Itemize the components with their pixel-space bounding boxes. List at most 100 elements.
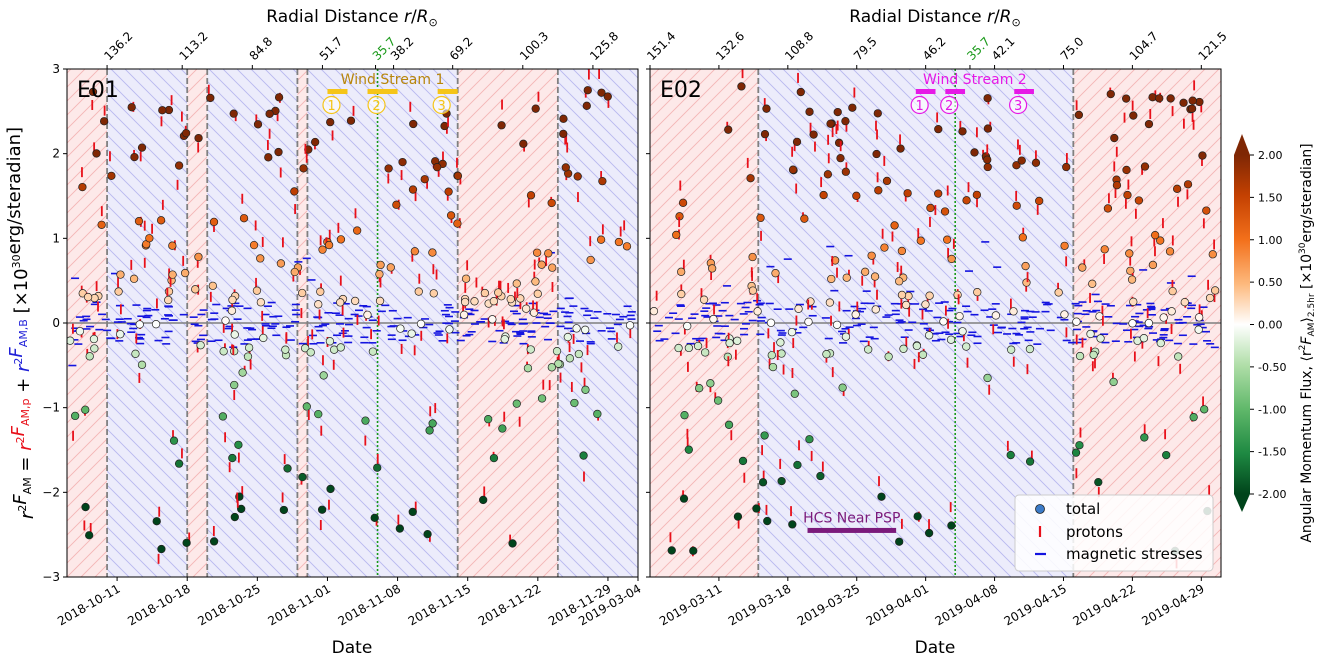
total-point: [234, 440, 243, 450]
total-point: [1128, 319, 1137, 328]
total-point: [209, 537, 219, 546]
total-point: [758, 478, 768, 487]
hcs-label: HCS Near PSP: [803, 510, 900, 526]
total-point: [934, 189, 943, 198]
total-point: [85, 352, 94, 361]
total-point: [130, 152, 139, 162]
total-point: [1060, 310, 1069, 319]
total-point: [336, 343, 345, 352]
x-axis-label: Date: [332, 638, 373, 658]
total-point: [230, 330, 239, 339]
total-point: [506, 294, 515, 304]
total-point: [1156, 338, 1165, 348]
total-point: [1112, 181, 1122, 190]
total-point: [384, 164, 393, 173]
total-point: [92, 149, 101, 158]
total-point: [281, 345, 290, 354]
total-point: [243, 352, 253, 361]
total-point: [991, 311, 1001, 320]
total-point: [947, 254, 956, 264]
total-point: [1150, 231, 1160, 240]
total-point: [316, 287, 325, 296]
total-point: [283, 464, 292, 473]
y-tick-label: −1: [42, 401, 60, 415]
wind-stream-bar: [327, 89, 348, 94]
total-point: [559, 114, 568, 123]
total-point: [317, 505, 327, 514]
total-point: [479, 495, 488, 505]
total-point: [579, 451, 588, 460]
y-axis-label: r2FAM = r2FAM,p + r2FAM,B [×1030erg/ster…: [4, 127, 38, 519]
total-point: [678, 198, 688, 207]
total-point: [134, 217, 144, 226]
wind-stream-number-circle: [940, 95, 959, 115]
total-point: [940, 207, 950, 216]
total-point: [790, 389, 799, 398]
total-point: [804, 317, 813, 327]
total-point: [416, 319, 426, 328]
total-point: [838, 383, 847, 392]
total-point: [324, 240, 334, 250]
total-point: [962, 342, 971, 351]
total-point: [707, 264, 717, 273]
total-point: [221, 316, 230, 325]
total-point: [582, 101, 591, 110]
colorbar-bottom-arrow: [1234, 494, 1250, 512]
total-point: [973, 287, 982, 297]
total-point: [677, 267, 686, 276]
total-point: [921, 300, 930, 309]
total-point: [90, 344, 99, 353]
wind-stream-number: 2: [945, 99, 953, 114]
total-point: [346, 116, 356, 125]
total-point: [1123, 190, 1132, 200]
total-point: [107, 171, 116, 180]
total-point: [972, 190, 982, 200]
total-point: [596, 235, 606, 244]
total-point: [253, 120, 263, 129]
top-tick-label: 84.8: [247, 34, 276, 63]
total-point: [895, 277, 904, 286]
total-point: [420, 175, 429, 184]
total-point: [983, 162, 992, 172]
total-point: [970, 148, 979, 157]
total-point: [958, 327, 967, 336]
total-point: [816, 471, 825, 481]
total-point: [81, 405, 90, 414]
total-point: [763, 516, 772, 526]
total-point: [760, 129, 770, 139]
total-point: [497, 121, 506, 130]
total-point: [83, 292, 93, 302]
total-point: [414, 287, 423, 296]
top-tick-label: 108.8: [782, 29, 816, 63]
total-point: [748, 286, 758, 295]
total-point: [842, 273, 851, 282]
total-point: [386, 263, 395, 272]
total-point: [953, 290, 962, 300]
total-point: [762, 104, 771, 113]
total-point: [1094, 477, 1103, 487]
total-point: [67, 336, 75, 345]
top-tick-label: 104.7: [1127, 29, 1161, 63]
total-point: [573, 172, 582, 181]
total-point: [500, 335, 509, 344]
total-point: [689, 546, 698, 555]
total-point: [554, 359, 563, 368]
total-point: [1188, 96, 1197, 105]
legend-magnetic: magnetic stresses: [1066, 545, 1203, 563]
total-point: [896, 144, 905, 153]
wind-stream-number-circle: [322, 95, 341, 115]
total-point: [428, 419, 437, 428]
wind-stream-number: 2: [372, 99, 380, 114]
total-point: [942, 235, 952, 244]
y-tick-label: 1: [52, 231, 60, 245]
total-point: [244, 343, 254, 352]
total-point: [116, 330, 125, 339]
total-point: [768, 362, 778, 372]
total-point: [318, 245, 327, 254]
total-point: [460, 297, 470, 307]
total-point: [1075, 351, 1085, 361]
total-point: [71, 411, 80, 421]
total-point: [196, 341, 205, 350]
total-point: [1018, 233, 1027, 242]
total-point: [1144, 119, 1154, 129]
